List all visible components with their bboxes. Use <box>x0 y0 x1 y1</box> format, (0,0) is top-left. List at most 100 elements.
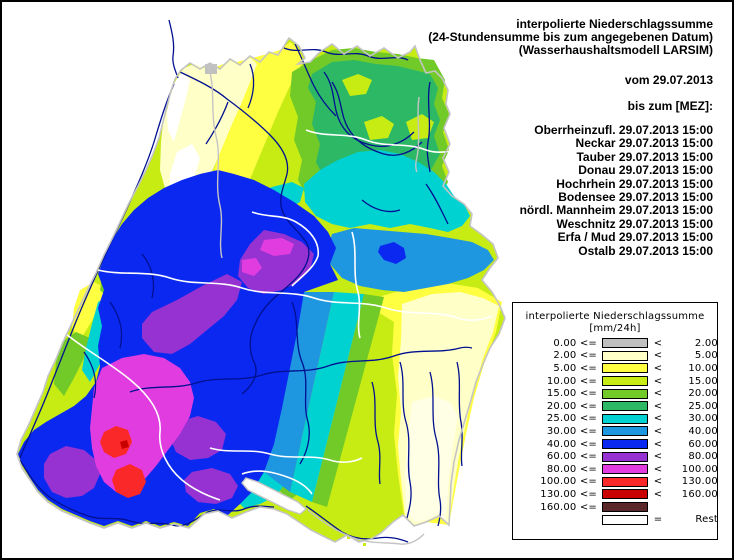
basin-line <box>97 269 493 321</box>
region-darkred-130-160 <box>120 440 129 449</box>
legend-swatch <box>602 514 648 525</box>
river-tauber <box>294 43 337 117</box>
legend-swatch <box>602 338 648 349</box>
region-blob <box>405 396 458 522</box>
title-line-2: (24-Stundensumme bis zum angegebenen Dat… <box>428 30 713 44</box>
legend-range-min: 20.00 <= <box>546 400 597 412</box>
station-row: Hochrhein 29.07.2013 15:00 <box>556 176 713 191</box>
legend-operator: < <box>653 388 663 400</box>
legend-operator: < <box>653 463 663 475</box>
river-lake-outlet <box>305 505 409 543</box>
legend-row: 40.00 <= <60.00 <box>513 438 718 451</box>
title-line-3: (Wasserhaushaltsmodell LARSIM) <box>518 43 713 57</box>
gray-boundary-lines <box>207 65 425 545</box>
region-blob <box>142 274 242 354</box>
legend-range-max: 30.00 <box>688 413 718 425</box>
region-blob <box>72 282 106 340</box>
shore-dot <box>363 543 366 546</box>
legend-range-min: 160.00 <= <box>540 501 597 513</box>
station-row: nördl. Mannheim 29.07.2013 15:00 <box>519 203 713 218</box>
region-blob <box>378 242 406 264</box>
river-lines <box>19 19 473 543</box>
legend-operator: < <box>653 375 663 387</box>
legend-swatch <box>602 489 648 500</box>
river-neckar <box>179 71 310 395</box>
legend-range-max: 20.00 <box>688 388 718 400</box>
legend-range-max: 25.00 <box>688 400 718 412</box>
legend-operator: < <box>653 413 663 425</box>
shore-dot <box>347 536 350 539</box>
region-blob <box>120 440 129 449</box>
legend-range-min: 0.00 <= <box>553 337 597 349</box>
legend-operator: < <box>653 451 663 463</box>
legend-row: = Rest <box>513 513 718 526</box>
river-blackforest-3 <box>83 351 97 399</box>
region-blob <box>167 72 190 142</box>
station-row: Bodensee 29.07.2013 15:00 <box>558 190 713 205</box>
region-blob <box>328 228 494 292</box>
region-blob <box>112 464 146 498</box>
station-row: Donau 29.07.2013 15:00 <box>578 163 713 178</box>
station-row: Erfa / Mud 29.07.2013 15:00 <box>557 230 713 245</box>
legend-row: 130.00 <= <160.00 <box>513 488 718 501</box>
legend-row: 5.00 <= <10.00 <box>513 362 717 375</box>
region-blob <box>290 292 364 502</box>
region-lightblue-30-40 <box>264 228 494 492</box>
legend-operator: < <box>653 362 663 374</box>
legend-range-min: 100.00 <= <box>540 476 597 488</box>
legend-range-min: 80.00 <= <box>546 463 597 475</box>
basin-line <box>251 211 320 287</box>
region-blob <box>184 468 238 504</box>
legend-range-max: 15.00 <box>688 375 718 387</box>
legend-range-max: 2.00 <box>694 337 718 349</box>
river-riss <box>399 361 412 519</box>
legend-operator: < <box>653 488 663 500</box>
legend-swatch <box>602 401 648 412</box>
region-blob <box>304 150 470 232</box>
legend-range-max: 100.00 <box>681 463 718 475</box>
title-line-1: interpolierte Niederschlagssumme <box>516 17 713 31</box>
shore-dot <box>332 528 335 531</box>
river-ne-2 <box>425 183 449 225</box>
region-blob <box>312 294 384 507</box>
legend-rows: 0.00 <= <2.00 2.00 <= <5.00 5.00 <= <10.00 10.… <box>513 337 718 526</box>
legend-row: 60.00 <= <80.00 <box>513 450 718 463</box>
legend-swatch <box>602 350 648 361</box>
legend-range-min: 40.00 <= <box>546 438 597 450</box>
region-blob <box>90 354 194 492</box>
river-iller <box>429 371 442 527</box>
shore-dot <box>302 516 305 519</box>
river-nw-2 <box>247 63 255 109</box>
station-row: Tauber 29.07.2013 15:00 <box>576 149 713 164</box>
legend-range-min: 15.00 <= <box>546 388 597 400</box>
legend-row: 10.00 <= <15.00 <box>513 375 718 388</box>
river-center-south <box>291 301 310 465</box>
legend-row: 2.00 <= <5.00 <box>513 350 717 363</box>
region-blob <box>264 292 334 492</box>
legend-row: 15.00 <= <20.00 <box>513 387 718 400</box>
lake-bodensee <box>241 477 308 515</box>
legend-swatch <box>602 376 648 387</box>
legend-swatch <box>602 476 648 487</box>
legend-range-min: 2.00 <= <box>553 350 597 362</box>
basin-line <box>305 129 461 153</box>
legend-range-max: Rest <box>695 514 718 526</box>
basin-line <box>65 333 221 501</box>
river-kocher <box>331 81 423 156</box>
legend-range-max: 10.00 <box>688 362 718 374</box>
river-east <box>456 361 463 467</box>
legend-swatch <box>602 464 648 475</box>
river-hochrhein <box>19 459 275 527</box>
legend-swatch <box>602 363 648 374</box>
legend-swatch <box>602 413 648 424</box>
legend-range-min: 5.00 <= <box>553 362 597 374</box>
region-magenta-80-100 <box>90 238 294 492</box>
legend-operator: < <box>653 476 663 488</box>
station-row: Ostalb 29.07.2013 15:00 <box>578 243 713 258</box>
river-blackforest-2 <box>109 301 123 349</box>
legend-title: interpolierte Niederschlagssumme <box>525 311 705 322</box>
legend-unit: [mm/24h] <box>589 323 641 334</box>
gray-line <box>207 65 223 259</box>
legend-swatch <box>602 388 648 399</box>
